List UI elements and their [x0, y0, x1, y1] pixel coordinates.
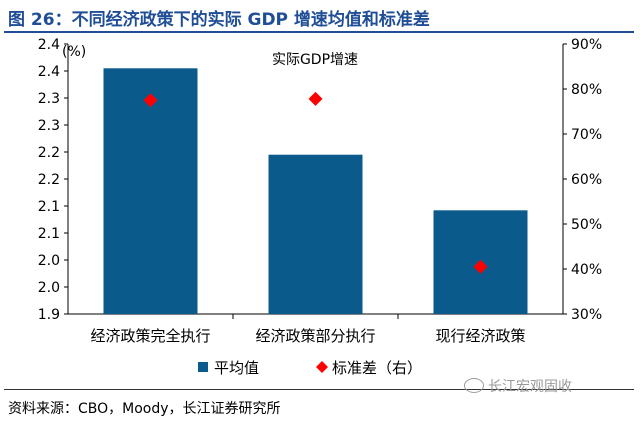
left-tick-label: 1.9	[38, 307, 60, 323]
left-tick-label: 2.1	[38, 226, 60, 242]
x-category-label: 经济政策完全执行	[90, 327, 210, 345]
right-tick-label: 80%	[571, 82, 602, 98]
bar-mean	[268, 154, 363, 314]
left-tick-label: 2.0	[38, 253, 60, 269]
legend-swatch-mean	[198, 362, 208, 372]
left-tick-label: 2.3	[38, 118, 60, 134]
right-tick-label: 30%	[571, 307, 602, 323]
left-axis-unit: (%)	[62, 44, 86, 60]
x-category-label: 经济政策部分执行	[255, 327, 375, 345]
left-tick-label: 2.4	[38, 64, 60, 80]
right-tick-label: 70%	[571, 127, 602, 143]
watermark-text: 长江宏观固收	[488, 379, 572, 395]
footer-divider	[4, 389, 634, 390]
x-category-label: 现行经济政策	[435, 327, 525, 345]
watermark: 长江宏观固收	[464, 376, 572, 396]
source-note: 资料来源：CBO，Moody，长江证券研究所	[8, 401, 281, 417]
left-tick-label: 2.2	[38, 145, 60, 161]
figure-title: 图 26：不同经济政策下的实际 GDP 增速均值和标准差	[8, 10, 430, 30]
bar-mean	[103, 68, 198, 314]
legend-swatch-std-dev	[316, 361, 328, 373]
left-tick-label: 2.3	[38, 91, 60, 107]
right-tick-label: 90%	[571, 37, 602, 53]
left-tick-label: 2.4	[38, 37, 60, 53]
chart-title: 实际GDP增速	[272, 52, 358, 68]
marker-std-dev	[143, 93, 158, 108]
legend-label-std-dev: 标准差（右）	[332, 359, 422, 377]
marker-std-dev	[308, 91, 323, 106]
left-tick-label: 2.2	[38, 172, 60, 188]
left-tick-label: 2.0	[38, 280, 60, 296]
right-tick-label: 50%	[571, 217, 602, 233]
right-tick-label: 60%	[571, 172, 602, 188]
title-divider	[4, 31, 634, 33]
right-tick-label: 40%	[571, 262, 602, 278]
left-tick-label: 2.1	[38, 199, 60, 215]
wechat-icon	[464, 378, 484, 393]
legend-label-mean: 平均值	[214, 359, 259, 377]
marker-std-dev	[473, 259, 488, 274]
